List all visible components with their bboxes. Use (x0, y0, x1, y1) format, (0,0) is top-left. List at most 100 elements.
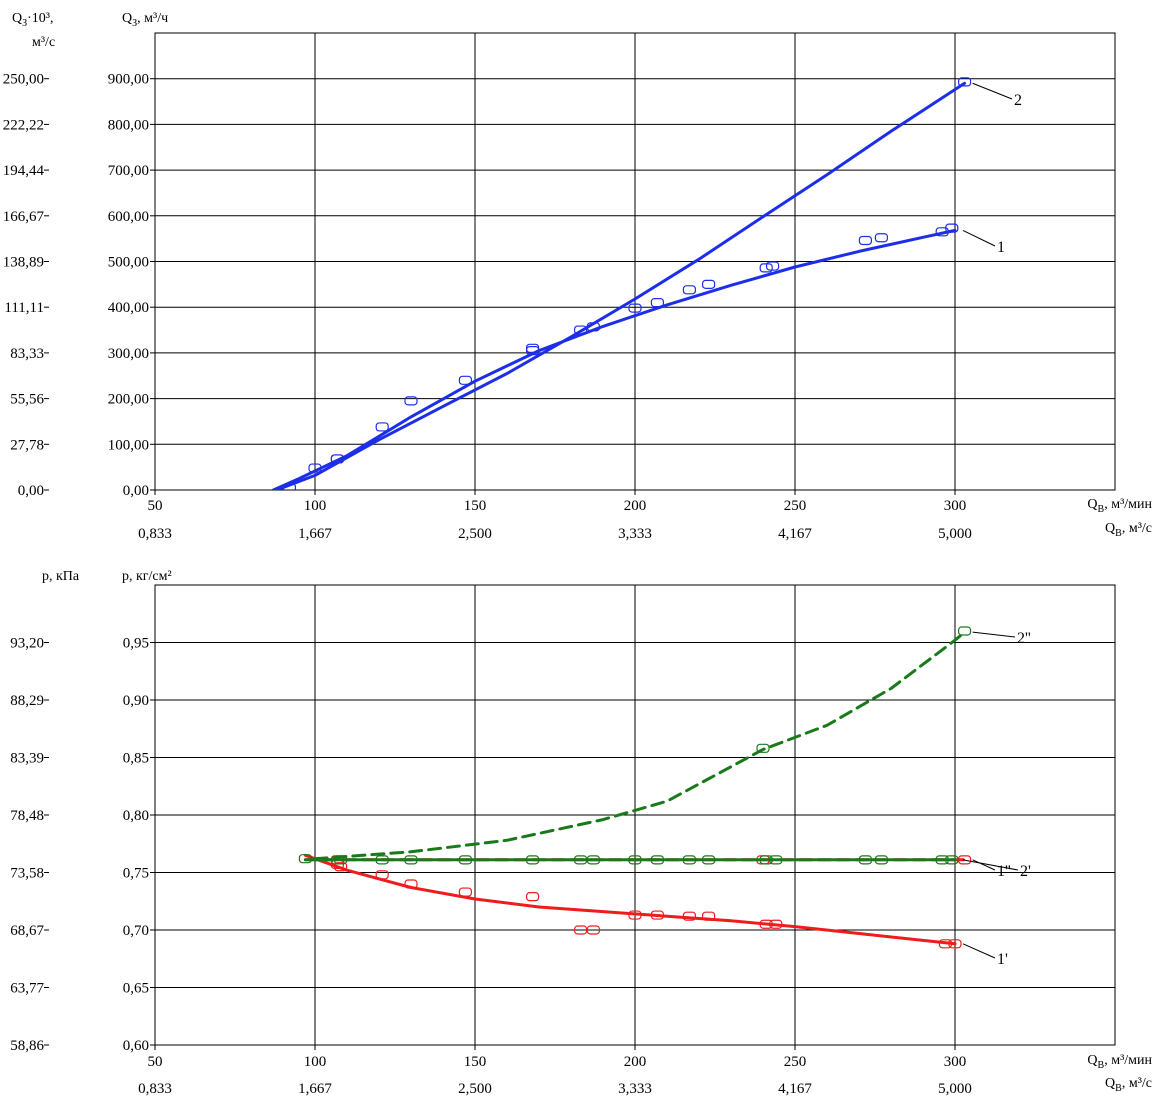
series-label: 2'' (1017, 630, 1031, 647)
data-point (945, 855, 959, 865)
x-alt-tick-label: 0,833 (138, 526, 172, 542)
series-2 (275, 77, 972, 490)
data-point (945, 223, 959, 233)
y-tick-label: 0,95 (123, 636, 149, 652)
y-tick-label: 0,75 (123, 866, 149, 882)
series-line (303, 853, 957, 946)
y-tick-label: 800,00 (108, 117, 149, 133)
data-point (628, 855, 642, 865)
data-point (458, 887, 472, 897)
data-point (330, 454, 344, 464)
data-point (759, 919, 773, 929)
data-point (874, 233, 889, 243)
series-line (275, 81, 967, 490)
y-alt-tick-label: 68,67 (10, 923, 44, 939)
x-alt-tick-label: 4,167 (778, 1081, 812, 1097)
y-axis-title: p, кг/см² (122, 569, 172, 584)
data-point (769, 919, 783, 929)
y-alt-tick-label: 58,86 (10, 1038, 44, 1054)
data-point (682, 911, 697, 921)
data-point (948, 939, 962, 949)
y-alt-tick-label: 250,00 (3, 72, 44, 88)
x-tick-label: 300 (944, 498, 967, 514)
y-tick-label: 0,00 (123, 483, 149, 499)
x-axis-title: QВ, м³/мин (1087, 497, 1152, 515)
x-alt-tick-label: 0,833 (138, 1081, 172, 1097)
data-point (573, 855, 588, 865)
x-tick-label: 150 (464, 498, 487, 514)
x-tick-label: 250 (784, 498, 807, 514)
data-point (404, 879, 418, 889)
y-alt-tick-label: 83,39 (10, 751, 44, 767)
x-alt-tick-label: 3,333 (618, 526, 652, 542)
x-alt-axis-title: QВ, м³/с (1105, 521, 1152, 539)
data-point (858, 235, 873, 246)
y-tick-label: 0,80 (123, 808, 149, 824)
data-point (935, 855, 949, 865)
y-tick-label: 500,00 (108, 255, 149, 271)
callout-line (972, 631, 1016, 638)
data-point (298, 854, 312, 864)
series-1 (271, 223, 959, 490)
data-point (650, 910, 665, 920)
y-alt-axis-unit: м³/с (32, 35, 55, 50)
y-alt-tick-label: 63,77 (10, 981, 44, 997)
callout-line (972, 859, 996, 871)
data-point (650, 298, 665, 308)
callout-line (972, 82, 1013, 100)
x-tick-label: 50 (148, 498, 163, 514)
data-point (769, 855, 783, 865)
data-point (682, 855, 697, 865)
x-alt-tick-label: 5,000 (938, 1081, 972, 1097)
data-point (404, 396, 418, 406)
series-2'' (313, 626, 972, 861)
y-tick-label: 200,00 (108, 392, 149, 408)
y-alt-tick-label: 222,22 (3, 117, 44, 133)
y-tick-label: 600,00 (108, 209, 149, 225)
x-tick-label: 150 (464, 1054, 487, 1070)
data-point (375, 870, 389, 880)
series-line (313, 630, 967, 861)
y-tick-label: 700,00 (108, 163, 149, 179)
y-tick-label: 300,00 (108, 346, 149, 362)
data-point (525, 855, 540, 865)
y-tick-label: 400,00 (108, 300, 149, 316)
data-point (701, 855, 716, 865)
y-alt-tick-label: 111,11 (4, 300, 44, 316)
x-axis-title: QВ, м³/мин (1087, 1053, 1152, 1071)
series-line (271, 228, 957, 490)
x-tick-label: 100 (304, 498, 327, 514)
y-alt-tick-label: 78,48 (10, 808, 44, 824)
y-alt-tick-label: 83,33 (10, 346, 44, 362)
x-tick-label: 300 (944, 1054, 967, 1070)
data-point (404, 855, 418, 865)
data-point (573, 925, 588, 935)
data-point (586, 925, 601, 935)
y-tick-label: 100,00 (108, 437, 149, 453)
series-label: 1'' (997, 863, 1011, 880)
x-alt-tick-label: 1,667 (298, 1081, 332, 1097)
data-point (874, 855, 889, 865)
callout-line (962, 229, 996, 247)
x-alt-tick-label: 2,500 (458, 526, 492, 542)
data-point (957, 855, 972, 865)
y-tick-label: 900,00 (108, 72, 149, 88)
data-point (586, 855, 601, 865)
x-alt-axis-title: QВ, м³/с (1105, 1076, 1152, 1094)
data-point (650, 855, 665, 865)
callout-line (962, 859, 1019, 871)
data-point (308, 463, 322, 473)
data-point (458, 375, 472, 385)
data-point (628, 910, 642, 920)
chart-panel-2: 50 0,833 100 1,667 150 2,500 200 3,333 250 4,167 3… (10, 569, 1116, 1097)
y-alt-tick-label: 27,78 (10, 437, 44, 453)
x-tick-label: 200 (624, 498, 647, 514)
data-point (759, 855, 773, 865)
series-label: 2' (1020, 863, 1031, 880)
data-point (334, 862, 348, 872)
callout-line (962, 943, 996, 959)
y-axis-title: QЗ, м³/ч (122, 11, 168, 29)
data-point (957, 77, 972, 87)
